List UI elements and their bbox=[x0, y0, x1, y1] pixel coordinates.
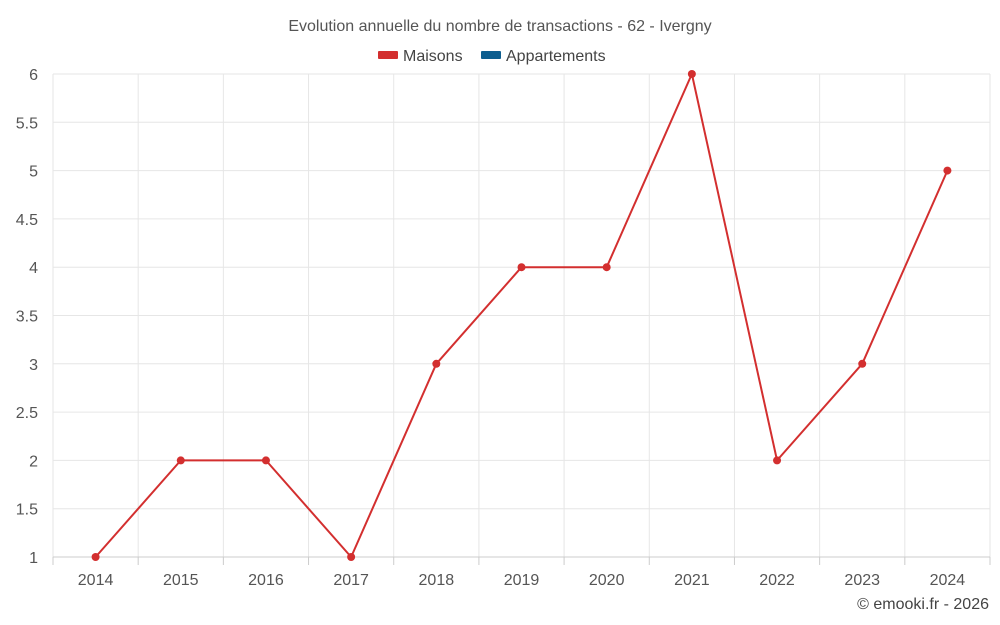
data-point[interactable] bbox=[261, 456, 270, 465]
data-point[interactable] bbox=[432, 359, 441, 368]
x-tick-label: 2016 bbox=[248, 572, 284, 589]
y-tick-label: 3 bbox=[29, 357, 38, 374]
chart-credit: © emooki.fr - 2026 bbox=[857, 596, 989, 613]
x-tick-label: 2014 bbox=[78, 572, 114, 589]
y-tick-label: 6 bbox=[29, 67, 38, 84]
y-tick-label: 2.5 bbox=[16, 405, 38, 422]
x-tick-label: 2021 bbox=[674, 572, 710, 589]
y-tick-label: 2 bbox=[29, 453, 38, 470]
grid-lines bbox=[52, 73, 991, 558]
y-tick-label: 5 bbox=[29, 164, 38, 181]
data-point[interactable] bbox=[176, 456, 185, 465]
legend-label-appartements[interactable]: Appartements bbox=[506, 48, 606, 65]
data-point[interactable] bbox=[687, 70, 696, 78]
x-tick-label: 2024 bbox=[930, 572, 966, 589]
y-tick-label: 1.5 bbox=[16, 502, 38, 519]
y-axis-ticks: 1 1.5 2 2.5 3 3.5 4 4.5 5 5.5 6 bbox=[16, 67, 38, 567]
data-point[interactable] bbox=[347, 553, 356, 561]
x-tick-label: 2022 bbox=[759, 572, 795, 589]
y-tick-label: 1 bbox=[29, 550, 38, 567]
legend-swatch-appartements[interactable] bbox=[481, 51, 501, 59]
data-point[interactable] bbox=[91, 553, 100, 561]
x-tick-label: 2020 bbox=[589, 572, 625, 589]
data-point[interactable] bbox=[858, 359, 867, 368]
x-tick-label: 2019 bbox=[504, 572, 540, 589]
series-layer bbox=[91, 70, 952, 561]
x-tick-label: 2018 bbox=[419, 572, 455, 589]
x-tick-label: 2015 bbox=[163, 572, 199, 589]
chart-title: Evolution annuelle du nombre de transact… bbox=[288, 18, 711, 35]
data-point[interactable] bbox=[943, 166, 952, 175]
y-tick-label: 4.5 bbox=[16, 212, 38, 229]
x-tick-label: 2017 bbox=[333, 572, 369, 589]
y-tick-label: 4 bbox=[29, 260, 38, 277]
data-point[interactable] bbox=[773, 456, 782, 465]
x-tick-label: 2023 bbox=[844, 572, 880, 589]
data-point[interactable] bbox=[602, 263, 611, 272]
y-tick-label: 5.5 bbox=[16, 115, 38, 132]
axes bbox=[52, 556, 991, 565]
x-axis-ticks: 2014 2015 2016 2017 2018 2019 2020 2021 2022 2023… bbox=[78, 572, 966, 589]
legend-label-maisons[interactable]: Maisons bbox=[403, 48, 463, 65]
data-point[interactable] bbox=[517, 263, 526, 272]
chart-legend: Maisons Appartements bbox=[378, 48, 606, 65]
y-tick-label: 3.5 bbox=[16, 309, 38, 326]
legend-swatch-maisons[interactable] bbox=[378, 51, 398, 59]
